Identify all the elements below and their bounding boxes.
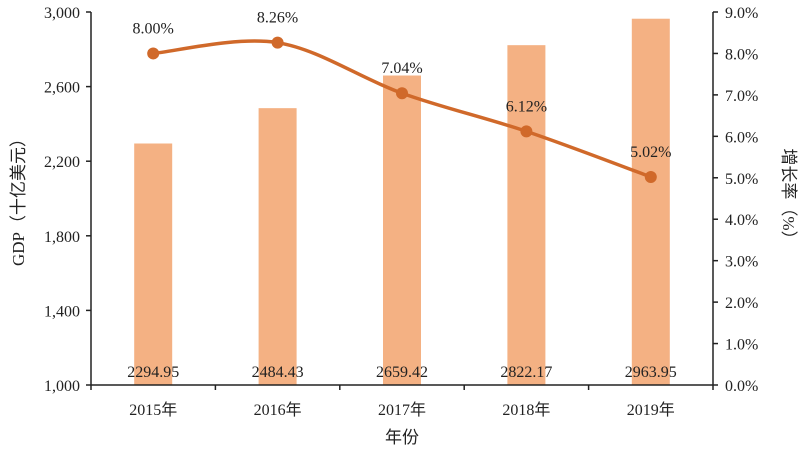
gdp-bar (383, 75, 421, 385)
x-tick-label: 2017年 (378, 401, 426, 419)
y-tick-label: 1,000 (44, 378, 80, 395)
y2-tick-label: 9.0% (725, 5, 758, 22)
y2-axis-title: 增长率（%） (779, 148, 798, 247)
bar-value-label: 2659.42 (376, 364, 428, 381)
y2-tick-label: 1.0% (725, 337, 758, 354)
gdp-bar (258, 108, 297, 385)
y-tick-label: 3,000 (44, 5, 80, 22)
y2-tick-label: 3.0% (725, 254, 758, 271)
y2-tick-label: 0.0% (725, 378, 758, 395)
x-tick-label: 2018年 (502, 401, 550, 419)
line-value-label: 5.02% (630, 144, 671, 161)
y2-tick-label: 7.0% (725, 88, 758, 105)
line-value-label: 7.04% (381, 60, 422, 77)
y-tick-label: 2,200 (44, 154, 80, 171)
gdp-bar (631, 18, 670, 385)
line-value-label: 8.26% (257, 10, 298, 27)
bar-value-label: 2484.43 (252, 364, 304, 381)
growth-rate-point (271, 36, 284, 49)
bar-value-label: 2822.17 (500, 364, 552, 381)
x-axis-title: 年份 (385, 428, 419, 447)
x-tick-label: 2015年 (129, 401, 177, 419)
growth-rate-point (520, 125, 533, 138)
gdp-bar (134, 143, 173, 385)
line-value-label: 6.12% (506, 98, 547, 115)
y2-tick-label: 2.0% (725, 295, 758, 312)
y-axis-title: GDP（十亿美元） (9, 130, 28, 266)
y2-tick-label: 4.0% (725, 212, 758, 229)
y2-tick-label: 8.0% (725, 46, 758, 63)
y-tick-label: 1,400 (44, 303, 80, 320)
x-tick-label: 2016年 (254, 401, 302, 419)
gdp-bar (507, 45, 546, 386)
growth-rate-point (644, 170, 657, 183)
y2-tick-label: 5.0% (725, 171, 758, 188)
bar-value-label: 2963.95 (625, 364, 677, 381)
x-tick-label: 2019年 (627, 401, 675, 419)
bar-value-label: 2294.95 (127, 364, 179, 381)
y-tick-label: 1,800 (44, 229, 80, 246)
y-tick-label: 2,600 (44, 80, 80, 97)
line-value-label: 8.00% (133, 20, 174, 37)
growth-rate-point (396, 87, 408, 100)
growth-rate-point (147, 47, 160, 60)
y2-tick-label: 6.0% (725, 129, 758, 146)
